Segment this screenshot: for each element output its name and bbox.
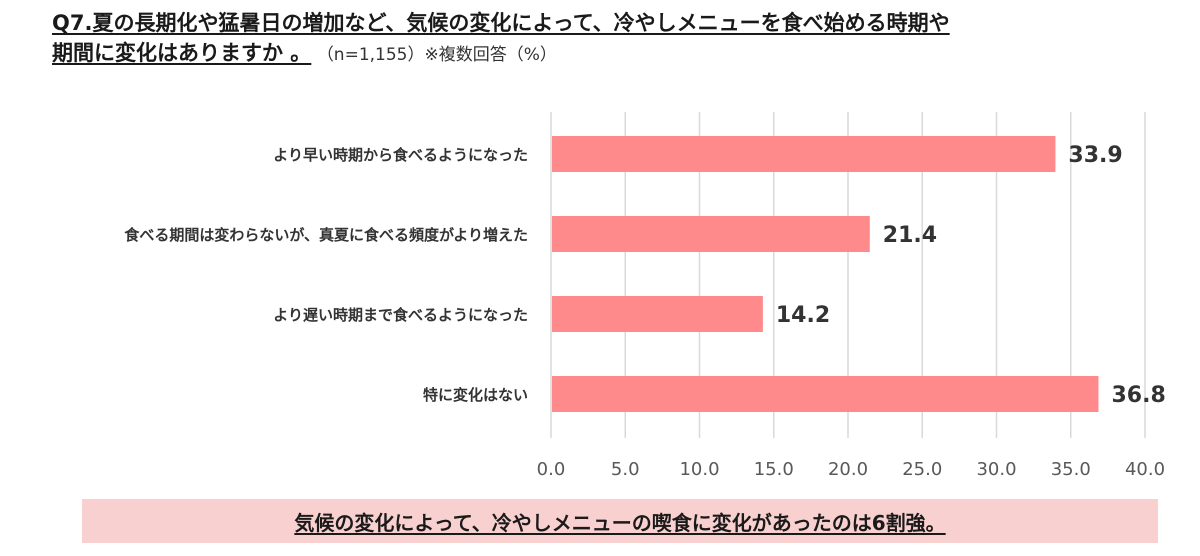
- bar: [552, 136, 1056, 172]
- title-line-2: 期間に変化はありますか 。: [52, 41, 312, 65]
- value-label: 21.4: [883, 223, 937, 248]
- x-tick-label: 30.0: [976, 459, 1016, 480]
- bars: [552, 136, 1099, 412]
- value-label: 33.9: [1068, 143, 1122, 168]
- x-tick-labels: 0.0 5.0 10.0 15.0 20.0 25.0 30.0 35.0 40.0: [537, 459, 1165, 480]
- x-tick-label: 0.0: [537, 459, 566, 480]
- value-labels: 33.9 21.4 14.2 36.8: [776, 143, 1166, 408]
- category-label: 特に変化はない: [423, 386, 528, 404]
- bar-chart: より早い時期から食べるようになった食べる期間は変わらないが、真夏に食べる頻度がよ…: [124, 112, 1166, 480]
- title-line-1: Q7.夏の長期化や猛暑日の増加など、気候の変化によって、冷やしメニューを食べ始め…: [52, 11, 950, 35]
- bar: [552, 296, 763, 332]
- summary-banner: 気候の変化によって、冷やしメニューの喫食に変化があったのは6割強。: [82, 499, 1158, 543]
- category-labels: より早い時期から食べるようになった食べる期間は変わらないが、真夏に食べる頻度がよ…: [124, 146, 528, 404]
- x-tick-label: 5.0: [611, 459, 640, 480]
- x-tick-label: 40.0: [1125, 459, 1165, 480]
- category-label: より遅い時期まで食べるようになった: [273, 306, 528, 324]
- bar: [552, 216, 870, 252]
- bar: [552, 376, 1099, 412]
- summary-text: 気候の変化によって、冷やしメニューの喫食に変化があったのは6割強。: [294, 510, 946, 535]
- value-label: 14.2: [776, 303, 830, 328]
- category-label: 食べる期間は変わらないが、真夏に食べる頻度がより増えた: [124, 226, 528, 244]
- x-tick-label: 25.0: [902, 459, 942, 480]
- value-label: 36.8: [1111, 383, 1165, 408]
- x-tick-label: 20.0: [828, 459, 868, 480]
- x-tick-label: 35.0: [1051, 459, 1091, 480]
- x-tick-label: 15.0: [754, 459, 794, 480]
- chart-title: Q7.夏の長期化や猛暑日の増加など、気候の変化によって、冷やしメニューを食べ始め…: [52, 8, 1172, 70]
- sample-note: （n=1,155）※複数回答（%）: [325, 45, 557, 65]
- x-tick-label: 10.0: [679, 459, 719, 480]
- category-label: より早い時期から食べるようになった: [273, 146, 528, 164]
